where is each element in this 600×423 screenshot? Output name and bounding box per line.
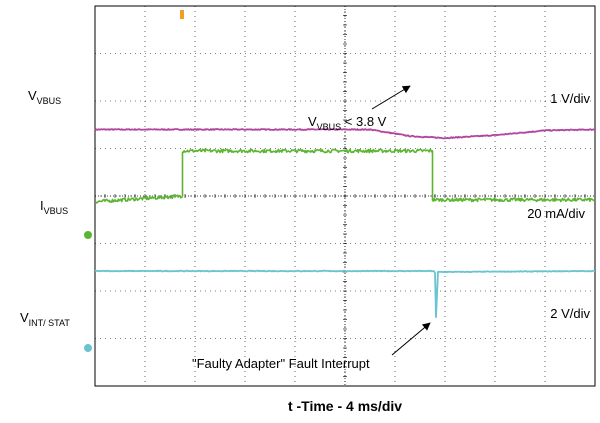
trigger-marker: [180, 10, 184, 19]
vvbus-threshold-arrow: [371, 85, 411, 110]
traces: [94, 128, 596, 319]
channel-2-marker: [84, 231, 92, 239]
vint-stat-label: VINT/ STAT: [20, 310, 70, 328]
vvbus-threshold-annotation: VVBUS < 3.8 V: [308, 114, 387, 132]
vint-stat-scale-label: 2 V/div: [550, 306, 590, 321]
x-axis-label: t -Time - 4 ms/div: [288, 398, 402, 414]
ivbus-label: IVBUS: [40, 198, 68, 216]
channel-3-marker: [84, 344, 92, 352]
trace-vvbus: [94, 128, 596, 140]
fault-interrupt-arrow: [391, 322, 431, 356]
vvbus-label: VVBUS: [28, 88, 61, 106]
vvbus-scale-label: 1 V/div: [550, 91, 590, 106]
trace-ivbus: [95, 148, 596, 204]
fault-interrupt-annotation: "Faulty Adapter" Fault Interrupt: [192, 356, 370, 371]
ivbus-scale-label: 20 mA/div: [527, 206, 585, 221]
grid: [94, 5, 596, 387]
trace-vint-stat: [94, 269, 596, 319]
